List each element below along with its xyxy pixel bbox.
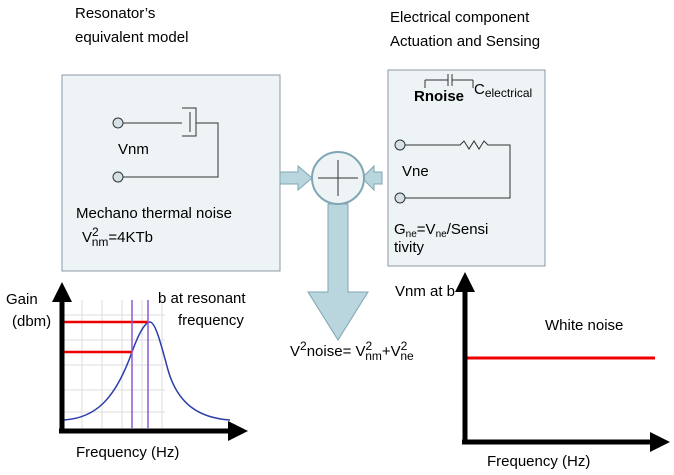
terminal	[394, 139, 406, 151]
text-part: /Sensi	[447, 221, 489, 238]
resonance-curve	[63, 321, 231, 421]
formula: V2 nm=4KTb	[82, 225, 153, 249]
text-part: 2	[92, 225, 99, 239]
text-part: electrical	[485, 86, 532, 100]
text-part: nm	[92, 235, 109, 249]
text-part: =4KTb	[108, 229, 153, 246]
terminal	[112, 171, 124, 183]
text-part: ne	[406, 229, 418, 240]
text-part: 2	[300, 339, 307, 353]
text-part: nm	[365, 349, 382, 363]
text-part: ne	[436, 229, 448, 240]
text-part: V	[82, 229, 92, 246]
resonator-circuit	[123, 107, 219, 178]
heading: Electrical component	[390, 9, 530, 26]
text-part: V	[356, 343, 366, 360]
plus	[318, 160, 358, 196]
level-line	[64, 320, 148, 354]
resonator-box	[61, 74, 281, 272]
capacitor-label: Celectrical	[474, 81, 532, 100]
x-label: Frequency (Hz)	[487, 453, 590, 470]
capacitor	[424, 74, 474, 88]
text-part: 2	[401, 339, 408, 353]
arrow	[361, 164, 383, 192]
formula: tivity	[394, 239, 425, 256]
text-part: noise=	[307, 343, 356, 360]
annotation: b at resonant	[158, 290, 246, 307]
arrow	[279, 164, 313, 192]
formula: Gne=Vne/Sensi	[394, 221, 488, 240]
arrow	[307, 203, 369, 341]
text-part: +	[382, 343, 391, 360]
heading: Resonator’s	[75, 5, 155, 22]
text-part: C	[474, 81, 485, 98]
bandwidth-line	[131, 300, 149, 428]
text-part: 2	[366, 339, 373, 353]
resistor-label: Rnoise	[414, 88, 464, 105]
noise-label: Mechano thermal noise	[76, 205, 232, 222]
text-part: =V	[417, 221, 436, 238]
heading: Actuation and Sensing	[390, 33, 540, 50]
annotation: frequency	[178, 312, 244, 329]
terminal	[112, 117, 124, 129]
text-part: V	[391, 343, 401, 360]
x-label: Frequency (Hz)	[76, 444, 179, 461]
y-label: Gain	[6, 291, 38, 308]
text-part: V	[290, 343, 300, 360]
grid	[64, 300, 165, 428]
y-label: Vnm at b	[395, 283, 455, 300]
sum-formula: V2noise= V2 nm+V2 ne	[290, 339, 414, 363]
electrical-box	[387, 69, 546, 267]
electrical-circuit	[405, 140, 511, 199]
heading: equivalent model	[75, 29, 188, 46]
annotation: White noise	[545, 317, 623, 334]
terminal	[394, 192, 406, 204]
terminal-label: Vnm	[118, 141, 149, 158]
y-label: (dbm)	[12, 313, 51, 330]
text-part: ne	[400, 349, 414, 363]
text-part: G	[394, 221, 406, 238]
terminal-label: Vne	[402, 163, 429, 180]
